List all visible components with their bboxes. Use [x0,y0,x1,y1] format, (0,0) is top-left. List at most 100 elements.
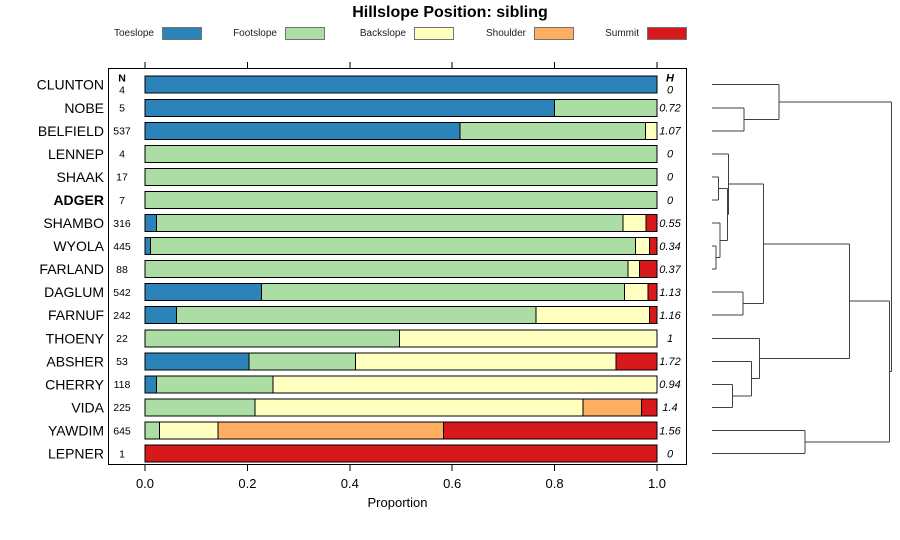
n-value: 537 [113,126,131,138]
bar-segment-vida-backslope [254,398,584,417]
row-label-lennep: LENNEP [48,146,104,162]
bar-segment-farnuf-summit [648,306,658,325]
bar-segment-yawdim-shoulder [217,421,444,440]
h-value: 1.16 [659,310,681,322]
row-label-absher: ABSHER [46,353,104,369]
bar-segment-cherry-footslope [155,375,274,394]
legend-swatch-summit [647,27,687,40]
x-axis-label: Proportion [367,495,428,510]
bar-segment-belfield-footslope [459,121,647,140]
n-value: 1 [119,448,125,460]
bar-segment-daglum-footslope [261,283,626,302]
h-value: 0 [667,448,674,460]
bar-segment-vida-shoulder [582,398,643,417]
row-label-wyola: WYOLA [53,238,104,254]
bar-segment-daglum-toeslope [144,283,263,302]
row-label-lepner: LEPNER [48,446,104,462]
n-value: 316 [113,218,131,230]
bar-segment-absher-footslope [248,352,356,371]
h-value: 0 [667,195,674,207]
n-value: 645 [113,425,131,437]
n-value: 22 [116,333,128,345]
row-label-farland: FARLAND [39,261,104,277]
legend-label-shoulder: Shoulder [485,28,526,39]
row-label-farnuf: FARNUF [48,307,104,323]
row-label-vida: VIDA [71,399,104,415]
bar-segment-thoeny-footslope [144,329,400,348]
row-label-yawdim: YAWDIM [48,422,104,438]
legend-label-backslope: Backslope [359,28,406,39]
bar-segment-absher-summit [615,352,658,371]
legend-swatch-toeslope [162,27,202,40]
bar-segment-wyola-footslope [150,237,636,256]
bar-segment-farnuf-backslope [535,306,650,325]
bar-segment-cherry-toeslope [144,375,157,394]
axis-tick-labels: 0.0 0.2 0.4 0.6 0.8 1.0 [136,476,666,491]
bar-segment-farland-summit [639,260,658,279]
bar-segment-daglum-summit [647,283,658,302]
n-value: 17 [116,172,128,184]
bar-segment-lepner-summit [144,444,658,463]
panel-border [108,68,687,465]
h-value: 0 [667,172,674,184]
x-tick-label: 0.8 [546,476,564,491]
panel-axes [108,68,687,465]
n-value: 242 [113,310,131,322]
bar-segment-absher-toeslope [144,352,250,371]
bar-segment-clunton-toeslope [144,75,658,94]
bar-segment-yawdim-summit [442,421,658,440]
bar-segment-daglum-backslope [624,283,649,302]
row-label-shaak: SHAAK [57,169,105,185]
bar-segment-nobe-toeslope [144,98,556,117]
bar-segment-shambo-summit [645,214,658,232]
row-label-clunton: CLUNTON [37,77,104,93]
n-value: 542 [113,287,131,299]
bar-segment-farnuf-toeslope [144,306,178,325]
row-label-cherry: CHERRY [45,376,105,392]
legend: Toeslope Footslope Backslope Shoulder Summit [0,0,900,46]
n-value: 4 [119,149,125,161]
legend-swatch-backslope [414,27,454,40]
bar-segment-belfield-toeslope [144,121,461,140]
bar-segment-thoeny-backslope [398,329,658,348]
bar-segment-adger-footslope [144,190,658,209]
row-label-belfield: BELFIELD [38,123,104,139]
h-value: 0.37 [659,264,681,276]
bar-segment-yawdim-backslope [158,421,219,440]
bar-segment-farland-footslope [144,260,629,279]
bar-segment-cherry-backslope [272,375,658,394]
row-label-thoeny: THOENY [46,330,105,346]
row-label-adger: ADGER [53,192,104,208]
h-value: 0 [667,84,674,96]
n-value: 7 [119,195,125,207]
legend-swatch-shoulder [534,27,574,40]
axis-ticks [144,62,658,471]
n-value: 5 [119,103,125,115]
bar-segment-vida-summit [641,398,658,417]
bar-segment-farnuf-footslope [176,306,537,325]
h-value: 0 [667,149,674,161]
row-label-nobe: NOBE [64,100,104,116]
n-value: 53 [116,356,128,368]
row-label-daglum: DAGLUM [44,284,104,300]
bar-segment-shambo-backslope [622,214,647,232]
n-value: 225 [113,402,131,414]
h-column-header: H [666,73,675,85]
bar-segment-lennep-footslope [144,144,658,163]
h-value: 1.56 [659,425,681,437]
bar-segment-farland-backslope [627,260,641,279]
h-value: 1.07 [659,126,681,138]
bar-segment-belfield-backslope [645,121,658,140]
x-tick-label: 1.0 [648,476,666,491]
bars [144,75,658,463]
h-value: 1.4 [662,402,677,414]
h-value: 1.13 [659,287,681,299]
chart-title: Hillslope Position: sibling [352,4,548,21]
bar-segment-absher-backslope [354,352,617,371]
legend-label-summit: Summit [605,28,639,39]
bar-segment-shambo-toeslope [144,214,157,232]
legend-label-footslope: Footslope [233,28,277,39]
